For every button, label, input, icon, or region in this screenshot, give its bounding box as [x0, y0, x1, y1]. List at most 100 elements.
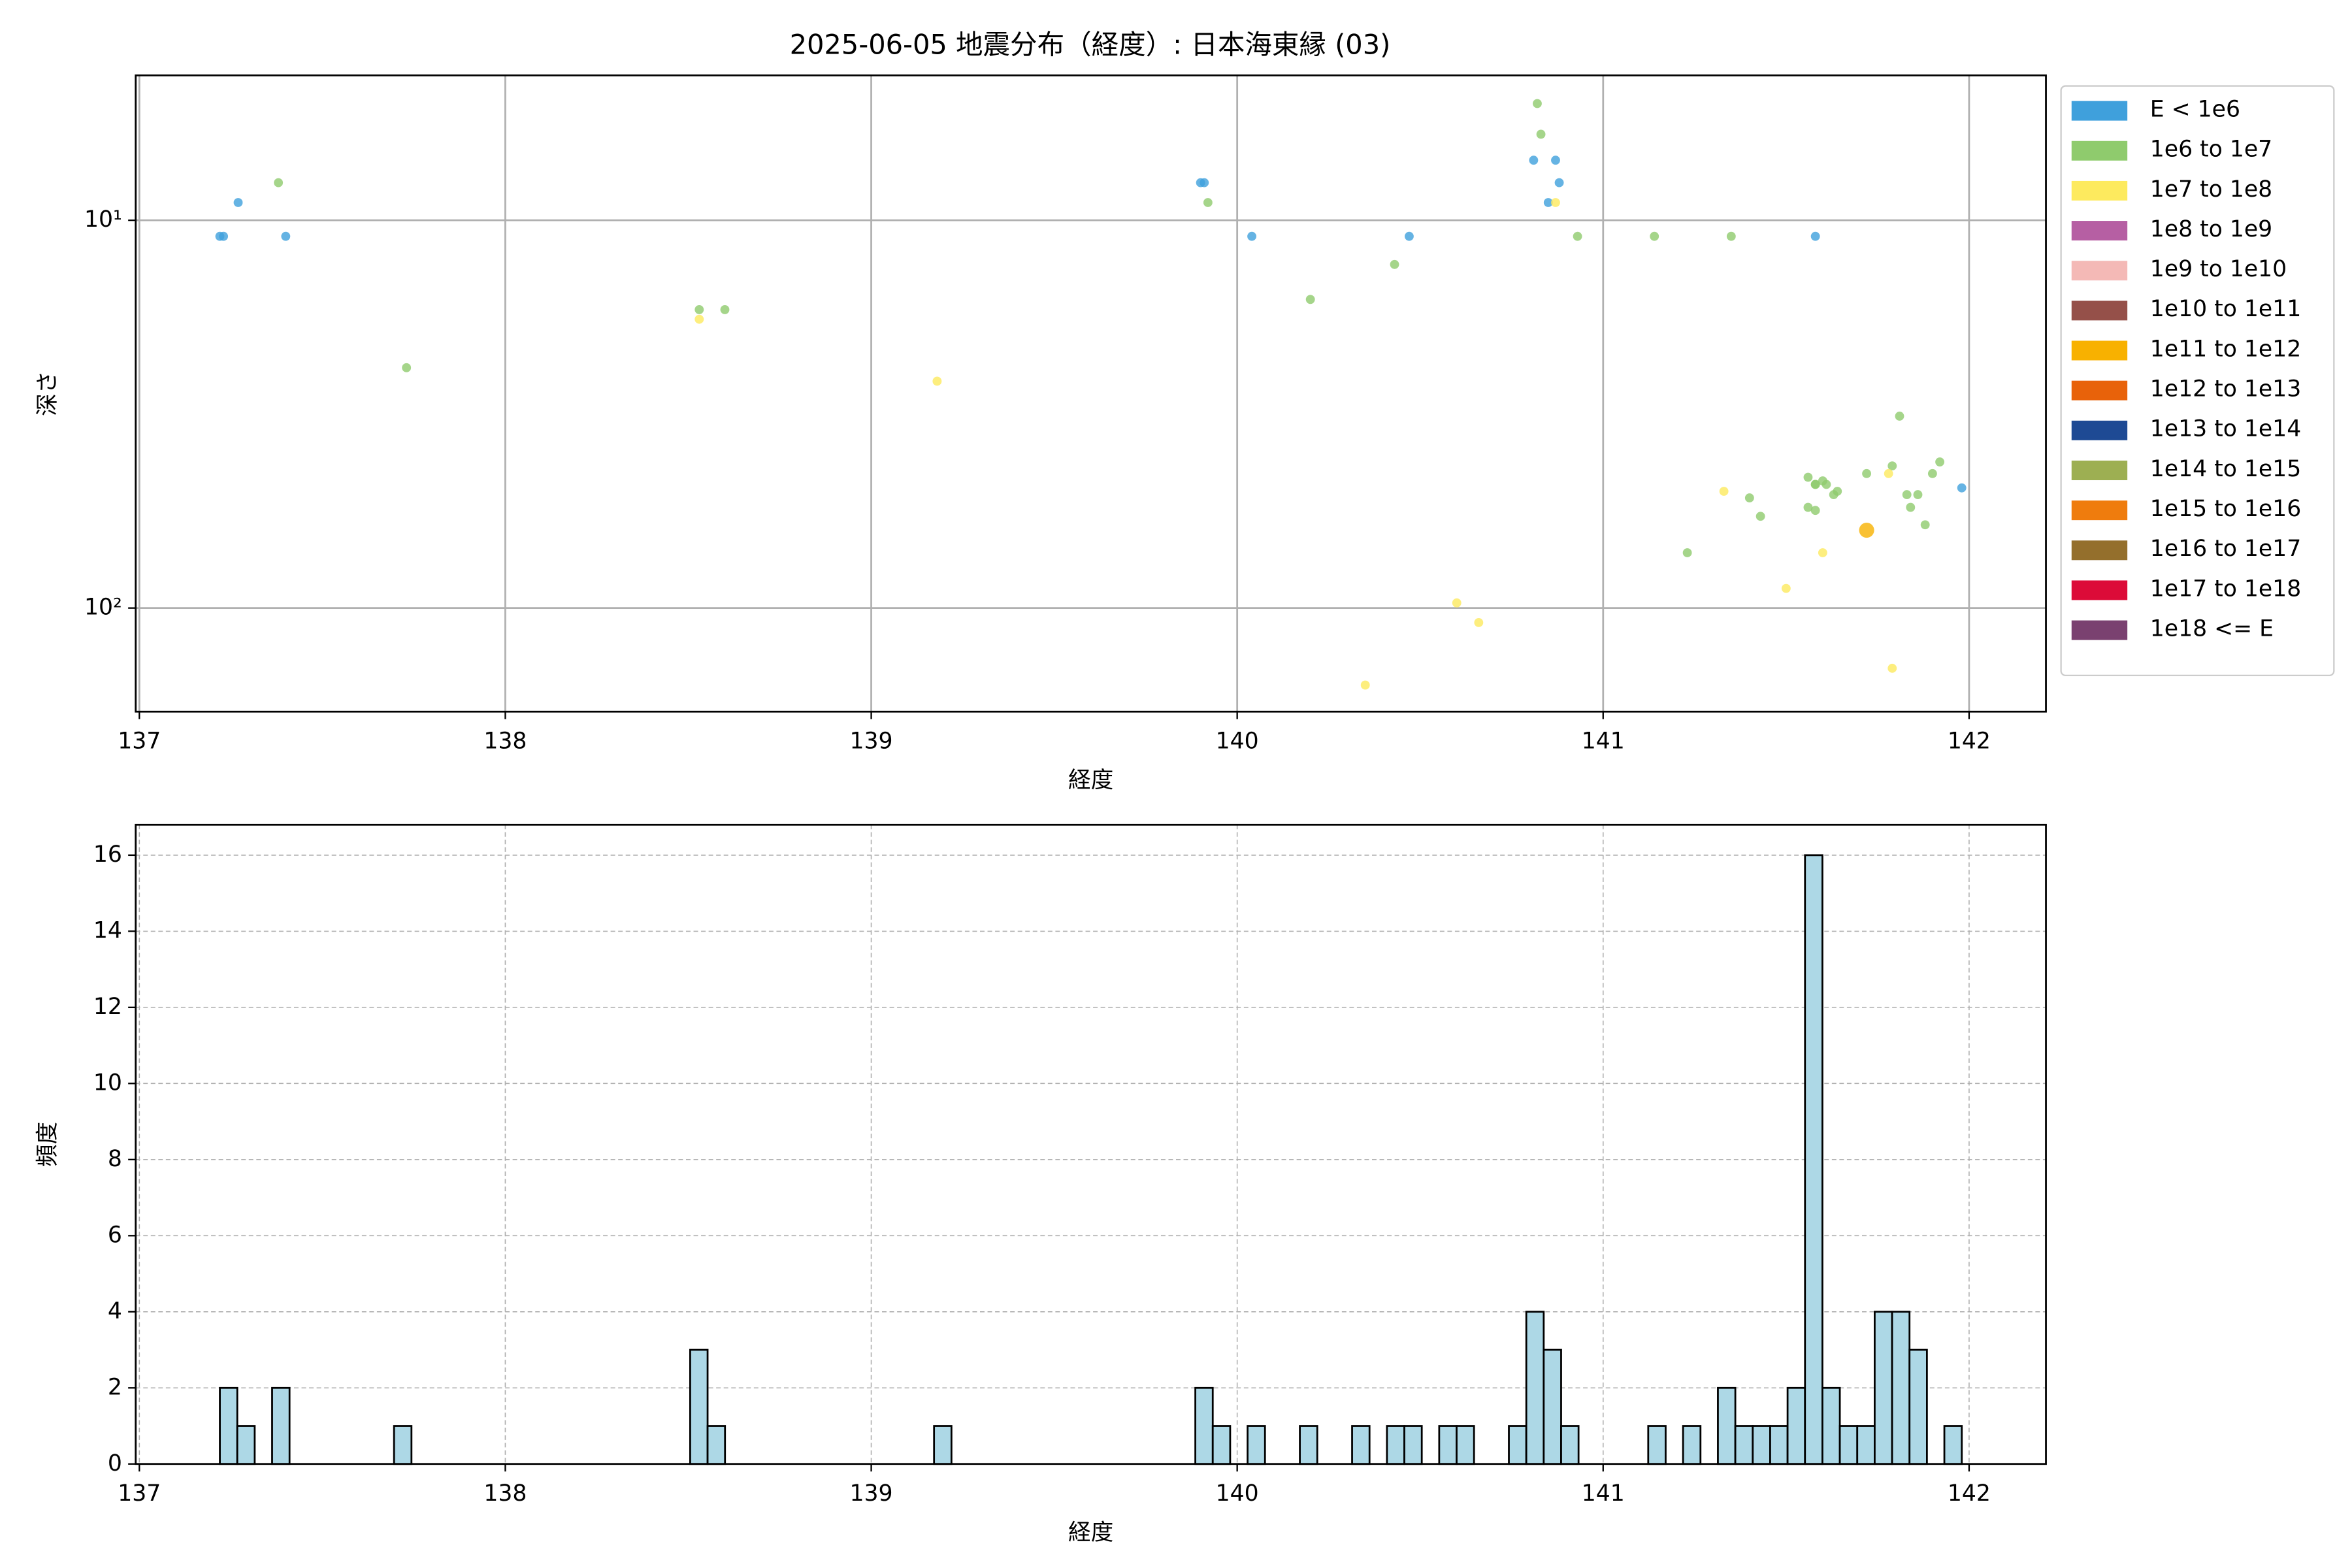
- histogram-bar: [1838, 1425, 1859, 1465]
- scatter-point: [1810, 480, 1820, 489]
- x-tick-label: 142: [1948, 1480, 1991, 1507]
- scatter-point: [1650, 231, 1659, 241]
- scatter-point: [932, 376, 942, 386]
- scatter-point: [1756, 512, 1765, 521]
- axes-frame: [135, 74, 2047, 713]
- scatter-point: [1543, 198, 1553, 207]
- legend-swatch: [2071, 140, 2128, 161]
- histogram-bar: [1943, 1425, 1963, 1465]
- scatter-point: [1895, 412, 1904, 421]
- scatter-point: [1833, 487, 1842, 496]
- scatter-point: [1551, 155, 1560, 165]
- scatter-point: [694, 314, 704, 324]
- chart-title: 2025-06-05 地震分布（経度）: 日本海東縁 (03): [790, 29, 1391, 61]
- scatter-point: [1913, 490, 1923, 500]
- scatter-point: [233, 198, 243, 207]
- histogram-bar: [1717, 1386, 1737, 1465]
- histogram-bar: [1211, 1425, 1232, 1465]
- legend-label: 1e16 to 1e17: [2150, 536, 2301, 562]
- scatter-point: [1247, 231, 1256, 241]
- x-axis-label: 経度: [1068, 1520, 1113, 1546]
- scatter-point: [1887, 461, 1897, 471]
- legend-label: 1e9 to 1e10: [2150, 256, 2287, 282]
- scatter-point: [1726, 231, 1736, 241]
- scatter-point: [1682, 548, 1692, 557]
- y-tick-label: 10¹: [84, 206, 122, 233]
- scatter-point: [1360, 680, 1370, 690]
- scatter-point: [720, 305, 730, 314]
- y-tick-label: 4: [108, 1298, 122, 1324]
- histogram-bar: [1804, 854, 1823, 1465]
- legend-label: 1e17 to 1e18: [2150, 576, 2301, 602]
- y-tick-label: 12: [93, 994, 122, 1020]
- histogram-bar: [706, 1425, 727, 1465]
- histogram-bar: [236, 1425, 256, 1465]
- x-tick-label: 140: [1216, 1480, 1259, 1507]
- scatter-point: [1906, 502, 1916, 512]
- legend-swatch: [2071, 380, 2128, 400]
- axes-frame: [135, 823, 2047, 1465]
- scatter-point: [1529, 155, 1539, 165]
- scatter-point: [1803, 502, 1813, 512]
- histogram-bar: [1299, 1425, 1318, 1465]
- histogram-bar: [1734, 1425, 1754, 1465]
- histogram-bar: [1682, 1425, 1702, 1465]
- legend-box: [2060, 85, 2335, 676]
- x-tick-label: 140: [1216, 728, 1259, 754]
- scatter-point: [1200, 178, 1209, 188]
- scatter-point: [1818, 548, 1827, 557]
- histogram-bar: [1386, 1425, 1405, 1465]
- x-tick-label: 141: [1582, 1480, 1625, 1507]
- scatter-point: [1573, 231, 1582, 241]
- histogram-bar: [1786, 1386, 1806, 1465]
- scatter-point: [1821, 480, 1831, 489]
- y-tick-label: 6: [108, 1222, 122, 1248]
- histogram-bar: [1247, 1425, 1266, 1465]
- histogram-bar: [933, 1425, 953, 1465]
- scatter-point: [1902, 490, 1912, 500]
- scatter-point: [1536, 129, 1546, 139]
- histogram-bar: [1525, 1311, 1545, 1465]
- scatter-point: [1884, 468, 1893, 478]
- x-tick-label: 137: [118, 1480, 161, 1507]
- scatter-point: [1405, 231, 1414, 241]
- histogram-bar: [1874, 1311, 1893, 1465]
- histogram-bar: [1891, 1311, 1911, 1465]
- x-tick-label: 138: [483, 1480, 527, 1507]
- legend-swatch: [2071, 620, 2128, 640]
- y-tick-label: 10²: [84, 595, 122, 621]
- scatter-point: [1744, 493, 1754, 503]
- legend-label: 1e18 <= E: [2150, 615, 2274, 642]
- scatter-point: [1551, 198, 1560, 207]
- scatter-point: [1935, 457, 1945, 466]
- legend-label: 1e13 to 1e14: [2150, 416, 2301, 442]
- x-tick-label: 139: [850, 728, 893, 754]
- legend-swatch: [2071, 101, 2128, 121]
- histogram-bar: [1403, 1425, 1423, 1465]
- scatter-point: [274, 178, 284, 188]
- scatter-point: [1554, 178, 1564, 188]
- scatter-point: [281, 231, 291, 241]
- legend-swatch: [2071, 301, 2128, 321]
- scatter-point: [1887, 663, 1897, 673]
- histogram-bar: [689, 1348, 709, 1465]
- scatter-point: [1719, 487, 1729, 496]
- histogram-bar: [1508, 1425, 1527, 1465]
- legend-swatch: [2071, 180, 2128, 201]
- histogram-bar: [271, 1386, 291, 1465]
- scatter-point: [1859, 523, 1874, 538]
- histogram-bar: [1351, 1425, 1371, 1465]
- x-axis-label: 経度: [1068, 767, 1113, 793]
- scatter-point: [1203, 198, 1213, 207]
- y-tick-label: 16: [93, 841, 122, 868]
- histogram-bar: [1769, 1425, 1789, 1465]
- x-tick-label: 137: [118, 728, 161, 754]
- legend-swatch: [2071, 461, 2128, 480]
- scatter-point: [1781, 583, 1791, 593]
- scatter-point: [1533, 99, 1542, 108]
- scatter-point: [1862, 468, 1872, 478]
- histogram-bar: [219, 1386, 238, 1465]
- legend-label: 1e14 to 1e15: [2150, 456, 2301, 482]
